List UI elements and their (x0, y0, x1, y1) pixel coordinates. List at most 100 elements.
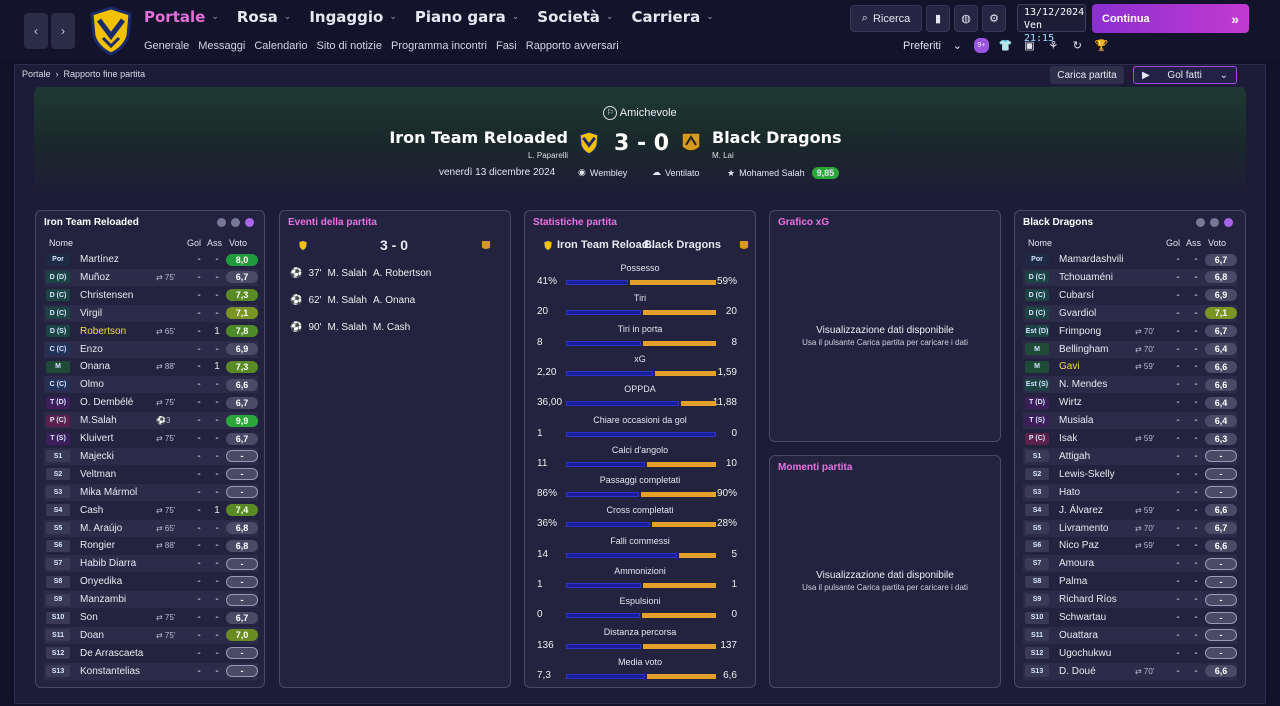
player-row[interactable]: T (S) Musiala - -6,4 (1023, 412, 1237, 430)
player-name[interactable]: Kluivert (80, 433, 114, 444)
player-name[interactable]: Martínez (80, 254, 119, 265)
subnav-rapporto-avversari[interactable]: Rapporto avversari (525, 40, 619, 52)
player-name[interactable]: Ugochukwu (1059, 647, 1112, 659)
player-name[interactable]: Olmo (80, 379, 104, 391)
player-row[interactable]: S11 Doan ⇄ 75' - -7,0 (44, 626, 258, 644)
player-name[interactable]: Christensen (80, 289, 134, 301)
player-row[interactable]: S2 Lewis-Skelly - - - (1023, 466, 1237, 483)
player-name[interactable]: Onana (80, 361, 111, 373)
player-row[interactable]: D (S) Robertson ⇄ 65' - 1 7,8 (44, 323, 258, 340)
player-name[interactable]: Son (80, 612, 98, 623)
player-row[interactable]: S12 Ugochukwu - - - (1023, 645, 1237, 662)
tab-dot[interactable] (231, 218, 240, 227)
player-row[interactable]: M Bellingham ⇄ 70' - -6,4 (1023, 340, 1237, 358)
player-name[interactable]: Musiala (1059, 415, 1094, 427)
player-row[interactable]: M Gavi ⇄ 59' - -6,6 (1023, 358, 1237, 375)
chat-badge-icon[interactable]: 9+ (973, 38, 989, 53)
player-row[interactable]: S3 Hato - - - (1023, 483, 1237, 501)
player-name[interactable]: Schwartau (1059, 612, 1107, 623)
player-row[interactable]: D (C) Gvardiol - -7,1 (1023, 304, 1237, 322)
player-name[interactable]: Onyedika (80, 576, 123, 588)
tab-dot[interactable] (1210, 218, 1219, 227)
player-name[interactable]: Gavi (1059, 361, 1080, 373)
subnav-fasi[interactable]: Fasi (495, 40, 517, 52)
player-row[interactable]: M Onana ⇄ 88' - 1 7,3 (44, 358, 258, 375)
player-name[interactable]: De Arrascaeta (80, 647, 144, 659)
player-name[interactable]: J. Álvarez (1059, 504, 1103, 516)
settings-button[interactable]: ⚙ (982, 5, 1006, 32)
subnav-programma-incontri[interactable]: Programma incontri (390, 40, 487, 52)
player-row[interactable]: C (C) Enzo - -6,9 (44, 340, 258, 358)
player-row[interactable]: S10 Son ⇄ 75' - -6,7 (44, 609, 258, 626)
player-name[interactable]: Robertson (80, 325, 127, 337)
player-row[interactable]: S4 J. Álvarez ⇄ 59' - -6,6 (1023, 502, 1237, 519)
player-row[interactable]: Est (D) Frimpong ⇄ 70' - -6,7 (1023, 323, 1237, 340)
player-name[interactable]: Rongier (80, 540, 116, 552)
player-name[interactable]: Mika Mármol (80, 486, 138, 498)
player-row[interactable]: D (D) Muñoz ⇄ 75' - -6,7 (44, 268, 258, 286)
player-row[interactable]: S7 Amoura - - - (1023, 555, 1237, 573)
goals-dropdown[interactable]: ▶ Gol fatti ⌄ (1133, 66, 1237, 84)
player-row[interactable]: T (S) Kluivert ⇄ 75' - -6,7 (44, 430, 258, 447)
player-row[interactable]: S1 Majecki - - - (44, 447, 258, 465)
player-row[interactable]: S9 Manzambi - - - (44, 591, 258, 609)
goal-event[interactable]: ⚽ 90' M. Salah M. Cash (290, 318, 410, 336)
player-row[interactable]: S7 Habib Diarra - - - (44, 555, 258, 573)
player-row[interactable]: P (C) Isak ⇄ 59' - -6,3 (1023, 430, 1237, 447)
player-row[interactable]: S2 Veltman - - - (44, 466, 258, 483)
player-name[interactable]: D. Doué (1059, 665, 1096, 677)
chevron-down-icon[interactable]: ⌄ (952, 40, 963, 52)
player-name[interactable]: Manzambi (80, 594, 127, 606)
player-name[interactable]: Hato (1059, 486, 1081, 498)
player-name[interactable]: Palma (1059, 576, 1088, 588)
player-row[interactable]: Est (S) N. Mendes - -6,6 (1023, 376, 1237, 394)
player-name[interactable]: M. Araújo (80, 522, 123, 534)
player-row[interactable]: S5 M. Araújo ⇄ 65' - -6,8 (44, 519, 258, 537)
player-name[interactable]: Nico Paz (1059, 540, 1100, 552)
subnav-calendario[interactable]: Calendario (254, 40, 308, 52)
player-row[interactable]: P (C) M.Salah ⚽3- -9,9 (44, 412, 258, 430)
player-name[interactable]: Ouattara (1059, 629, 1098, 641)
player-name[interactable]: Enzo (80, 343, 103, 355)
player-name[interactable]: Konstantelias (80, 665, 141, 677)
player-row[interactable]: D (C) Tchouaméni - -6,8 (1023, 268, 1237, 286)
nav-piano-gara[interactable]: Piano gara ⌄ (415, 8, 519, 26)
player-name[interactable]: Tchouaméni (1059, 271, 1113, 283)
player-row[interactable]: S4 Cash ⇄ 75' - 1 7,4 (44, 502, 258, 519)
player-row[interactable]: Por Mamardashvili - -6,7 (1023, 251, 1237, 268)
continue-button[interactable]: Continua » (1092, 4, 1249, 33)
player-name[interactable]: Gvardiol (1059, 307, 1097, 319)
tab-dot[interactable] (1196, 218, 1205, 227)
breadcrumb-root[interactable]: Portale (22, 69, 51, 79)
tab-dot-active[interactable] (1224, 218, 1233, 227)
player-row[interactable]: S13 Konstantelias - - - (44, 662, 258, 680)
player-name[interactable]: Cash (80, 504, 104, 516)
player-row[interactable]: D (C) Christensen - -7,3 (44, 287, 258, 304)
nav-ingaggio[interactable]: Ingaggio ⌄ (309, 8, 397, 26)
player-name[interactable]: Doan (80, 629, 104, 641)
nav-rosa[interactable]: Rosa ⌄ (237, 8, 291, 26)
refresh-icon[interactable]: ↻ (1072, 40, 1083, 52)
load-match-button[interactable]: Carica partita (1050, 66, 1124, 84)
player-name[interactable]: Majecki (80, 450, 114, 462)
player-row[interactable]: T (D) Wirtz - -6,4 (1023, 394, 1237, 411)
player-row[interactable]: T (D) O. Dembélé ⇄ 75' - -6,7 (44, 394, 258, 411)
player-name[interactable]: Virgil (80, 307, 103, 319)
player-row[interactable]: S11 Ouattara - - - (1023, 626, 1237, 644)
player-name[interactable]: Veltman (80, 468, 117, 480)
player-row[interactable]: S9 Richard Ríos - - - (1023, 591, 1237, 609)
player-row[interactable]: S12 De Arrascaeta - - - (44, 645, 258, 662)
player-name[interactable]: Amoura (1059, 558, 1095, 570)
shirt-icon[interactable]: 👕 (998, 40, 1013, 52)
search-button[interactable]: ⌕ Ricerca (850, 5, 922, 32)
subnav-sito-di-notizie[interactable]: Sito di notizie (316, 40, 382, 52)
player-row[interactable]: C (C) Olmo - -6,6 (44, 376, 258, 394)
player-row[interactable]: S10 Schwartau - - - (1023, 609, 1237, 626)
goal-event[interactable]: ⚽ 62' M. Salah A. Onana (290, 291, 415, 309)
player-name[interactable]: Bellingham (1059, 343, 1109, 355)
nav-società[interactable]: Società ⌄ (537, 8, 613, 26)
world-button[interactable]: ◍ (954, 5, 978, 32)
player-name[interactable]: Livramento (1059, 522, 1109, 534)
forward-button[interactable]: › (51, 13, 75, 49)
player-row[interactable]: D (C) Cubarsí - -6,9 (1023, 287, 1237, 304)
